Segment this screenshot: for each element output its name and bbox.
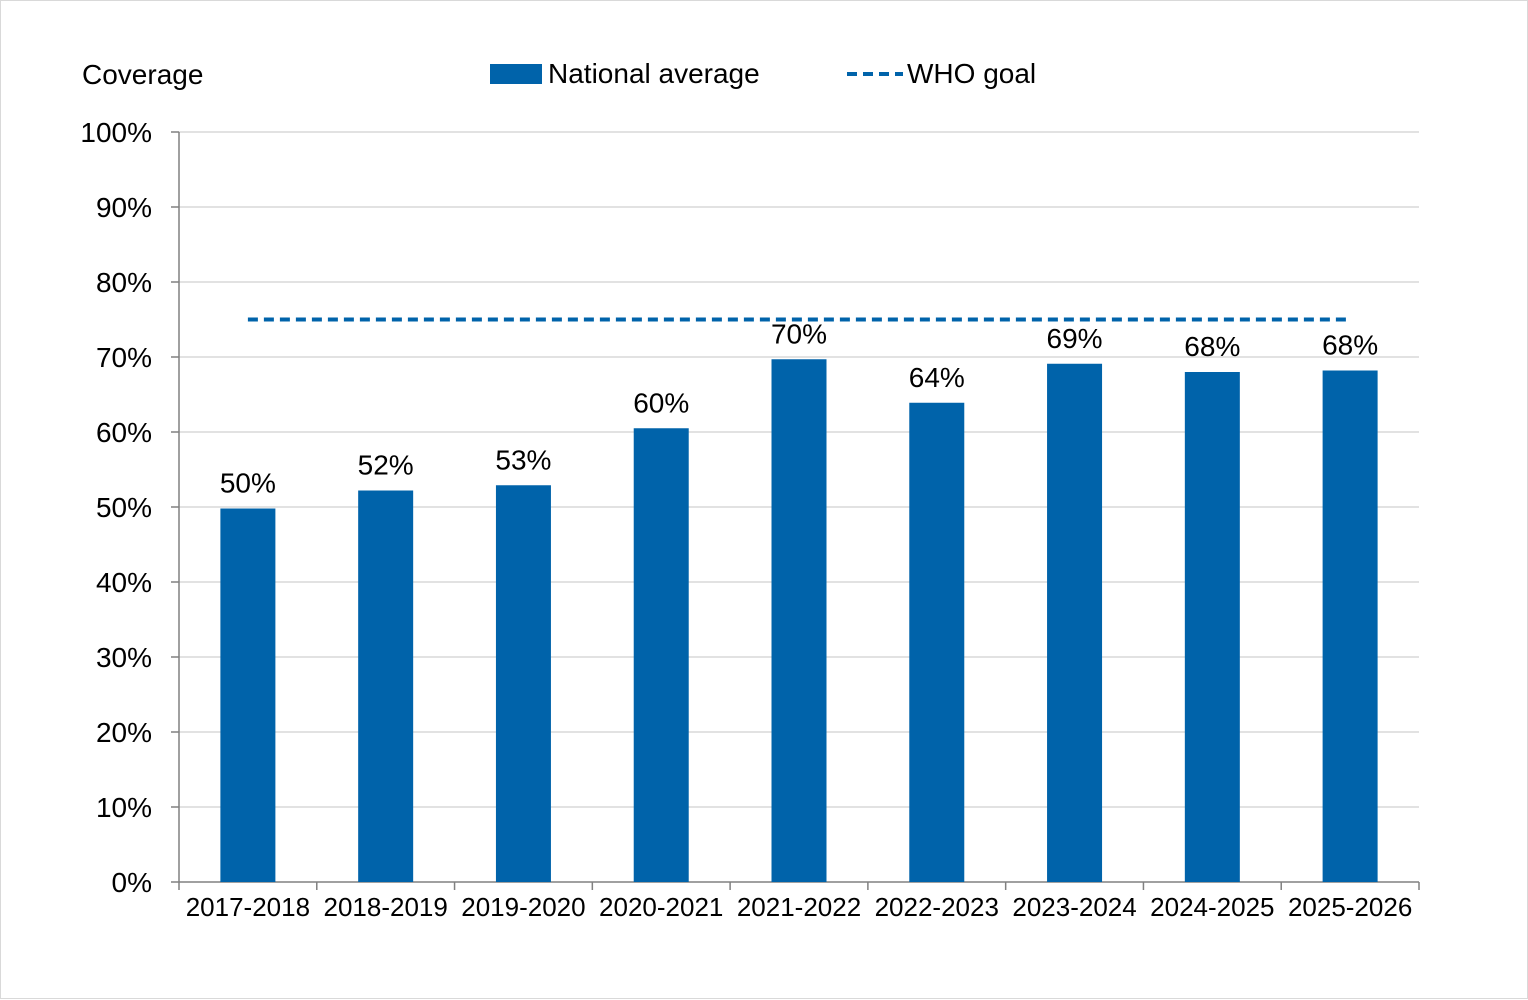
data-label: 68%	[1322, 330, 1378, 361]
x-tick-label: 2023-2024	[1012, 892, 1136, 922]
bar	[495, 485, 551, 882]
y-tick-label: 100%	[80, 117, 152, 148]
bar	[1047, 363, 1103, 882]
x-axis: 2017-2018 2018-2019 2019-2020 2020-2021 2021…	[178, 881, 1420, 922]
y-tick-label: 10%	[96, 792, 152, 823]
bar	[1322, 370, 1378, 882]
data-label: 69%	[1047, 323, 1103, 354]
data-label: 60%	[633, 387, 689, 418]
bar	[909, 402, 965, 882]
data-label: 68%	[1184, 331, 1240, 362]
legend-label-who-goal: WHO goal	[907, 58, 1036, 89]
data-label: 52%	[358, 450, 414, 481]
legend: National average WHO goal	[490, 58, 1036, 89]
x-tick-label: 2021-2022	[737, 892, 861, 922]
y-tick-label: 30%	[96, 642, 152, 673]
bar	[1184, 372, 1240, 882]
bar-series	[220, 359, 1378, 882]
bar	[633, 428, 689, 882]
y-tick-label: 80%	[96, 267, 152, 298]
bar	[358, 490, 414, 882]
legend-label-national-average: National average	[548, 58, 760, 89]
y-tick-label: 70%	[96, 342, 152, 373]
bar	[220, 508, 276, 882]
x-tick-label: 2024-2025	[1150, 892, 1274, 922]
data-labels: 50% 52% 53% 60% 70% 64% 69% 68% 68%	[220, 318, 1378, 498]
x-tick-label: 2025-2026	[1288, 892, 1412, 922]
y-tick-label: 50%	[96, 492, 152, 523]
bar	[771, 359, 827, 882]
y-tick-label: 60%	[96, 417, 152, 448]
x-tick-label: 2020-2021	[599, 892, 723, 922]
y-tick-label: 90%	[96, 192, 152, 223]
data-label: 50%	[220, 468, 276, 499]
legend-swatch-national-average	[490, 64, 542, 84]
y-axis-title: Coverage	[82, 59, 203, 90]
x-tick-label: 2019-2020	[461, 892, 585, 922]
data-label: 70%	[771, 318, 827, 349]
data-label: 53%	[495, 444, 551, 475]
y-axis: 0% 10% 20% 30% 40% 50% 60% 70% 80% 90% 100%	[80, 117, 180, 898]
y-tick-label: 20%	[96, 717, 152, 748]
y-tick-label: 0%	[112, 867, 152, 898]
x-tick-label: 2022-2023	[875, 892, 999, 922]
x-tick-label: 2017-2018	[186, 892, 310, 922]
data-label: 64%	[909, 362, 965, 393]
x-tick-label: 2018-2019	[323, 892, 447, 922]
y-tick-label: 40%	[96, 567, 152, 598]
